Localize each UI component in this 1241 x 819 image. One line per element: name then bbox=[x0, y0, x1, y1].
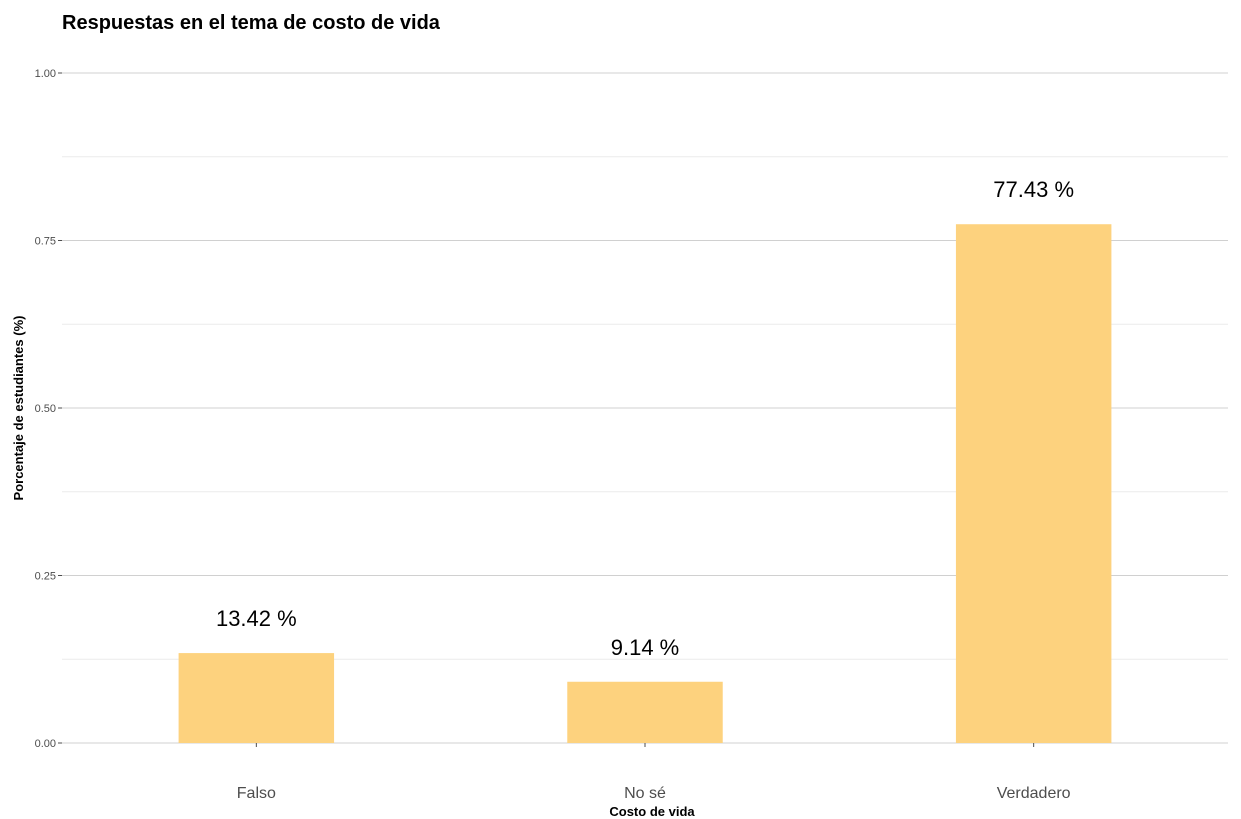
x-tick-label: No sé bbox=[624, 785, 666, 802]
y-axis: 0.00 0.25 0.50 0.75 1.00 bbox=[35, 68, 62, 750]
bar-1 bbox=[567, 681, 723, 743]
bar-value-label: 13.42 % bbox=[216, 606, 297, 631]
y-tick-label: 0.50 bbox=[35, 403, 56, 415]
chart-title: Respuestas en el tema de costo de vida bbox=[62, 12, 441, 34]
bars bbox=[178, 224, 1112, 743]
bar-value-label: 77.43 % bbox=[993, 177, 1074, 202]
x-tick-label: Falso bbox=[237, 785, 276, 802]
y-tick-label: 0.25 bbox=[35, 571, 56, 583]
x-axis-title: Costo de vida bbox=[609, 804, 695, 819]
y-tick-label: 0.00 bbox=[35, 738, 56, 750]
bar-value-labels: 13.42 % 9.14 % 77.43 % bbox=[216, 177, 1074, 660]
x-axis: Falso No sé Verdadero bbox=[237, 743, 1071, 802]
y-tick-label: 0.75 bbox=[35, 236, 56, 248]
x-tick-label: Verdadero bbox=[997, 785, 1071, 802]
bar-2 bbox=[955, 224, 1112, 743]
y-tick-label: 1.00 bbox=[35, 68, 56, 80]
bar-0 bbox=[178, 653, 335, 743]
bar-value-label: 9.14 % bbox=[611, 635, 680, 660]
y-axis-title: Porcentaje de estudiantes (%) bbox=[11, 316, 26, 501]
